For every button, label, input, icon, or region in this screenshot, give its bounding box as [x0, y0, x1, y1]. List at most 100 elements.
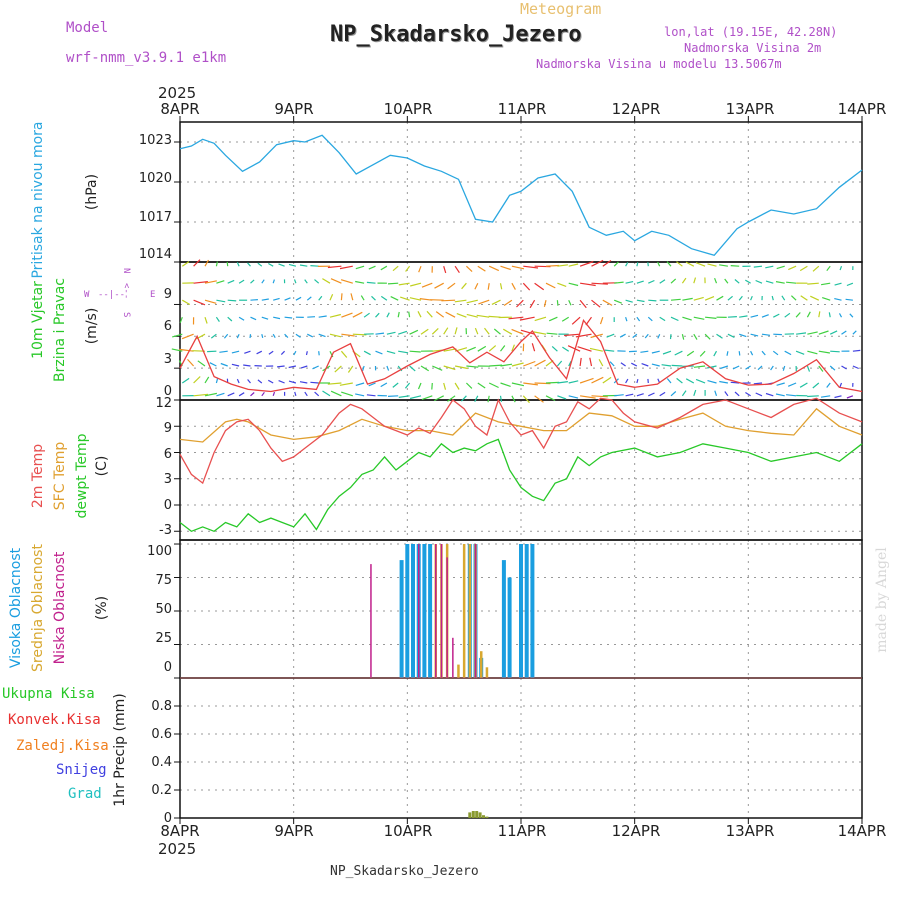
wind-arrow-168 — [380, 295, 388, 301]
wind-arrow-71 — [257, 262, 263, 267]
wind-arrow-109 — [310, 381, 319, 384]
x-tick-top-5: 13APR — [726, 100, 775, 118]
wind-arrow-512 — [812, 265, 820, 272]
cloud-bar-0-5 — [428, 544, 433, 678]
cloud-bar-2-0 — [370, 564, 372, 678]
temp-ylabel-sfc: SFC Temp — [52, 442, 68, 511]
wind-arrow-53 — [236, 262, 240, 267]
wind-arrow-121 — [329, 333, 342, 338]
wind-arrow-60 — [250, 299, 258, 301]
wind-arrow-456 — [750, 295, 753, 301]
wind-arrow-297 — [557, 395, 567, 400]
wind-arrow-501 — [800, 295, 808, 301]
wind-arrow-269 — [511, 265, 525, 270]
wind-arrow-346 — [606, 333, 615, 338]
wind-arrow-405 — [693, 389, 697, 396]
ytick-pressure-2: 1020 — [139, 171, 172, 186]
wind-arrow-322 — [580, 282, 596, 287]
precip-legend: Ukupna Kisa Konvek.Kisa Zaledj.Kisa Snij… — [2, 686, 109, 802]
legend-frz: Zaledj.Kisa — [16, 738, 109, 754]
wind-arrow-275 — [508, 316, 524, 320]
wind-arrow-132 — [340, 293, 343, 301]
wind-arrow-416 — [693, 365, 706, 368]
year-top: 2025 — [158, 84, 196, 102]
wind-arrow-123 — [329, 294, 334, 301]
wind-arrow-460 — [753, 382, 763, 385]
wind-arrow-348 — [613, 299, 623, 304]
wind-arrow-164 — [386, 365, 390, 371]
ytick-temp-1: 0 — [164, 498, 172, 513]
wind-arrow-327 — [577, 346, 592, 352]
wind-arrow-482 — [784, 312, 791, 318]
wind-arrow-250 — [487, 283, 490, 290]
wind-arrow-289 — [545, 381, 560, 384]
wind-arrow-158 — [375, 312, 380, 318]
wind-arrow-41 — [227, 316, 233, 322]
wind-arrow-366 — [636, 299, 645, 303]
wind-arrow-508 — [818, 330, 829, 335]
wind-arrows — [171, 259, 861, 404]
wind-arrow-117 — [322, 390, 331, 397]
wind-arrow-185 — [408, 311, 411, 318]
wind-arrow-339 — [602, 299, 613, 306]
wind-arrow-304 — [557, 282, 567, 287]
wind-arrow-154 — [368, 382, 376, 387]
wind-arrow-433 — [719, 380, 729, 384]
wind-arrow-474 — [771, 295, 774, 301]
wind-arrow-528 — [834, 298, 842, 301]
wind-arrow-400 — [681, 334, 685, 340]
wind-arrow-408 — [686, 350, 695, 357]
panel-labels: Pritisak na nivou mora (hPa) 10m Vjetar … — [8, 121, 890, 806]
wind-arrow-391 — [669, 334, 672, 340]
dewpt-line — [179, 438, 863, 533]
wind-arrow-225 — [460, 395, 467, 402]
wind-arrow-257 — [488, 315, 501, 318]
wind-arrow-496 — [799, 382, 808, 388]
cloud-bar-1-8 — [485, 667, 489, 678]
wind-arrow-38 — [220, 362, 228, 367]
wind-arrow-49 — [236, 333, 240, 339]
wind-arrow-362 — [631, 362, 638, 367]
ytick-pressure-3: 1023 — [139, 133, 172, 148]
ytick-precip-3: 0.6 — [151, 727, 172, 742]
wind-arrow-33 — [216, 299, 226, 303]
ytick-cloud-3: 75 — [155, 573, 172, 588]
wind-arrow-283 — [520, 329, 535, 335]
wind-arrow-241 — [474, 282, 479, 290]
wind-arrow-242 — [477, 265, 486, 272]
wind-arrow-404 — [676, 261, 683, 267]
wind-arrow-444 — [738, 351, 741, 356]
wind-arrow-277 — [522, 282, 531, 291]
wind-arrow-224 — [454, 265, 460, 274]
wind-arrow-26 — [204, 259, 210, 267]
wind-arrow-29 — [209, 362, 217, 367]
wind-arrow-486 — [786, 394, 797, 397]
wind-arrow-425 — [706, 365, 717, 369]
wind-arrow-434 — [720, 365, 729, 370]
wind-arrow-143 — [339, 265, 353, 270]
wind-arrow-530 — [839, 265, 843, 271]
wind-arrow-531 — [846, 395, 854, 399]
wind-arrow-174 — [398, 350, 409, 354]
wind-arrow-233 — [465, 265, 473, 273]
wind-arrow-478 — [776, 382, 785, 386]
cloud-bar-0-1 — [405, 544, 410, 678]
wind-arrow-279 — [534, 395, 544, 403]
wind-arrow-521 — [826, 265, 831, 272]
wind-arrow-483 — [781, 295, 786, 301]
wind-arrow-315 — [580, 395, 596, 399]
wind-arrow-193 — [420, 328, 429, 335]
wind-arrow-454 — [750, 333, 759, 337]
pressure-line — [179, 134, 863, 257]
wind-arrow-214 — [434, 282, 444, 289]
wind-arrow-112 — [318, 333, 326, 338]
legend-snow: Snijeg — [56, 762, 107, 778]
x-tick-top-6: 14APR — [838, 100, 887, 118]
wind-arrow-170 — [380, 265, 388, 271]
wind-arrow-324 — [591, 395, 608, 398]
wind-arrow-353 — [620, 362, 626, 367]
wind-arrow-59 — [250, 316, 257, 321]
wind-arrow-263 — [511, 362, 524, 367]
wind-arrow-80 — [268, 262, 274, 267]
wind-arrow-367 — [636, 280, 644, 284]
